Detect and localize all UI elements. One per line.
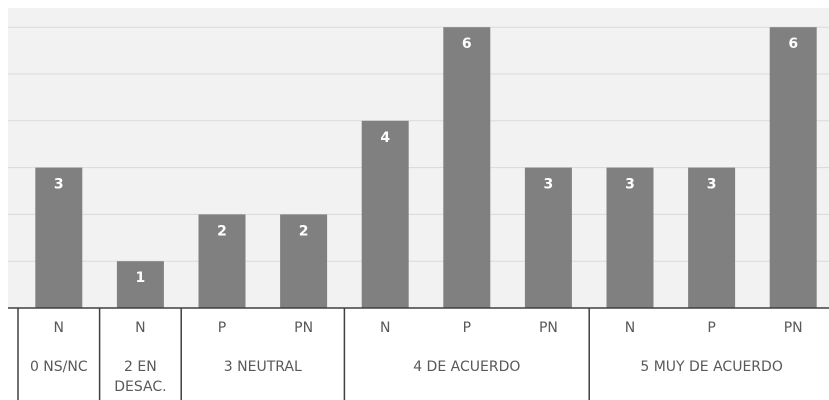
group-label: 0 NS/NC xyxy=(30,359,88,375)
bar-value-label: 6 xyxy=(462,36,472,52)
bar-value-label: 3 xyxy=(707,177,717,193)
category-tick-label: PN xyxy=(784,320,803,336)
category-tick-label: N xyxy=(380,320,390,336)
category-tick-label: P xyxy=(218,320,226,336)
bar-value-label: 3 xyxy=(54,177,64,193)
bar xyxy=(35,167,83,308)
category-tick-label: P xyxy=(463,320,471,336)
category-tick-label: N xyxy=(54,320,64,336)
group-label: 2 EN xyxy=(124,359,157,375)
data-labels: 3 1 2 2 4 6 3 3 3 6 xyxy=(54,36,798,286)
bar xyxy=(524,167,572,308)
bar xyxy=(198,214,246,308)
group-label: 4 DE ACUERDO xyxy=(413,359,520,375)
bar-value-label: 1 xyxy=(136,270,146,286)
bar-value-label: 2 xyxy=(217,223,227,239)
category-tick-label: N xyxy=(135,320,145,336)
bar xyxy=(280,214,328,308)
category-tick-label: P xyxy=(707,320,715,336)
bar xyxy=(606,167,654,308)
bar-value-label: 2 xyxy=(299,223,309,239)
bar xyxy=(769,27,817,308)
bar-value-label: 3 xyxy=(544,177,554,193)
group-label: DESAC. xyxy=(114,379,166,395)
bar xyxy=(688,167,736,308)
category-tick-label: N xyxy=(625,320,635,336)
bar-value-label: 6 xyxy=(788,36,798,52)
category-tick-label: PN xyxy=(539,320,558,336)
bar xyxy=(361,120,409,308)
group-label: 3 NEUTRAL xyxy=(224,359,302,375)
bar xyxy=(443,27,491,308)
category-axis-table: N N P PN N P PN N P PN 0 NS/NC 2 EN DESAC. 3 NEUTRAL 4… xyxy=(8,307,829,400)
bars xyxy=(35,27,817,308)
category-tick-label: PN xyxy=(294,320,313,336)
bar xyxy=(116,261,164,308)
bar-value-label: 4 xyxy=(380,130,390,146)
group-label: 5 MUY DE ACUERDO xyxy=(640,359,783,375)
bar-value-label: 3 xyxy=(625,177,635,193)
